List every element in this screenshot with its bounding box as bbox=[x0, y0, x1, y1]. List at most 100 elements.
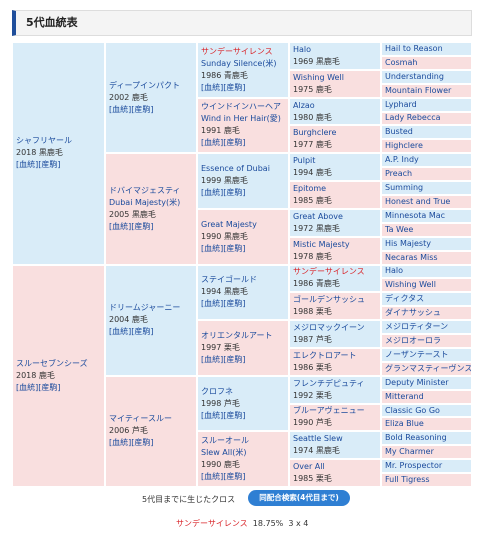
horse-links[interactable]: [血統][産駒] bbox=[201, 354, 246, 364]
horse-name[interactable]: Understanding bbox=[385, 71, 444, 81]
horse-name[interactable]: Great Majesty bbox=[201, 219, 257, 229]
horse-name[interactable]: Eliza Blue bbox=[385, 419, 424, 429]
horse-name[interactable]: オリエンタルアート bbox=[201, 330, 273, 340]
horse-name[interactable]: Minnesota Mac bbox=[385, 210, 446, 220]
horse-name[interactable]: Lady Rebecca bbox=[385, 113, 441, 123]
horse-cell: Wishing Well 1975 鹿毛 bbox=[289, 69, 381, 98]
horse-links[interactable]: [血統][産駒] bbox=[201, 472, 246, 482]
horse-name[interactable]: Lyphard bbox=[385, 99, 417, 109]
horse-name[interactable]: グランマスティーヴンス bbox=[385, 363, 472, 373]
horse-cell: グランマスティーヴンス bbox=[381, 361, 472, 376]
horse-name[interactable]: スルーセブンシーズ bbox=[16, 358, 88, 368]
horse-name[interactable]: Pulpit bbox=[293, 156, 316, 166]
horse-links[interactable]: [血統][産駒] bbox=[109, 221, 154, 231]
horse-name[interactable]: メジロティターン bbox=[385, 322, 449, 332]
horse-born: 2004 鹿毛 bbox=[109, 315, 148, 325]
horse-name[interactable]: Highclere bbox=[385, 141, 423, 151]
horse-name[interactable]: ノーザンテースト bbox=[385, 349, 449, 359]
horse-name[interactable]: Over All bbox=[293, 462, 325, 472]
horse-cell: Mistic Majesty 1978 鹿毛 bbox=[289, 236, 381, 265]
horse-name[interactable]: シャフリヤール bbox=[16, 136, 72, 146]
horse-name[interactable]: Deputy Minister bbox=[385, 377, 449, 387]
horse-name[interactable]: His Majesty bbox=[385, 238, 431, 248]
horse-cell: ディクタス bbox=[381, 292, 472, 307]
horse-name[interactable]: Classic Go Go bbox=[385, 405, 440, 415]
horse-name[interactable]: Essence of Dubai bbox=[201, 164, 270, 174]
horse-cell: Preach bbox=[381, 167, 472, 182]
horse-name[interactable]: ダイナサッシュ bbox=[385, 308, 441, 318]
horse-cell: His Majesty bbox=[381, 236, 472, 251]
horse-name[interactable]: クロフネ bbox=[201, 386, 233, 396]
horse-name[interactable]: Summing bbox=[385, 183, 424, 193]
horse-name[interactable]: Alzao bbox=[293, 100, 315, 110]
horse-name[interactable]: Wishing Well bbox=[385, 280, 436, 290]
horse-name[interactable]: Halo bbox=[385, 266, 404, 276]
horse-name[interactable]: Burghclere bbox=[293, 128, 337, 138]
horse-cell: Honest and True bbox=[381, 194, 472, 209]
horse-name[interactable]: ドリームジャーニー bbox=[109, 303, 181, 313]
horse-links[interactable]: [血統][産駒] bbox=[16, 160, 61, 170]
horse-name[interactable]: Mistic Majesty bbox=[293, 239, 350, 249]
horse-name[interactable]: フレンチデピュティ bbox=[293, 378, 365, 388]
horse-name[interactable]: Busted bbox=[385, 127, 413, 137]
horse-name[interactable]: Bold Reasoning bbox=[385, 433, 447, 443]
horse-name[interactable]: A.P. Indy bbox=[385, 155, 419, 165]
horse-name[interactable]: Wishing Well bbox=[293, 72, 344, 82]
horse-cell: Busted bbox=[381, 125, 472, 140]
horse-name[interactable]: Hail to Reason bbox=[385, 43, 443, 53]
horse-name[interactable]: サンデーサイレンス bbox=[201, 46, 273, 56]
horse-cell: Essence of Dubai 1999 黒鹿毛 [血統][産駒] bbox=[197, 153, 289, 209]
horse-name[interactable]: ディープインパクト bbox=[109, 80, 180, 90]
cross-name[interactable]: サンデーサイレンス bbox=[176, 519, 248, 528]
horse-name[interactable]: ブルーアヴェニュー bbox=[293, 406, 365, 416]
horse-name[interactable]: スルーオール bbox=[201, 436, 249, 446]
horse-name[interactable]: Mountain Flower bbox=[385, 85, 452, 95]
horse-born: 1998 芦毛 bbox=[201, 398, 240, 408]
horse-name[interactable]: Epitome bbox=[293, 183, 327, 193]
pedigree-table: シャフリヤール 2018 黒鹿毛 [血統][産駒] スルーセブンシーズ 2018 鹿毛 [… bbox=[12, 42, 472, 487]
cross-percent: 18.75% bbox=[252, 519, 284, 528]
horse-cell: ゴールデンサッシュ 1988 栗毛 bbox=[289, 292, 381, 321]
horse-links[interactable]: [血統][産駒] bbox=[201, 243, 246, 253]
search-button[interactable]: 同配合検索(4代目まで) bbox=[248, 490, 350, 506]
horse-name[interactable]: Mr. Prospector bbox=[385, 461, 443, 471]
horse-name[interactable]: Mitterand bbox=[385, 391, 424, 401]
horse-name[interactable]: メジロマックイーン bbox=[293, 323, 365, 333]
horse-name[interactable]: メジロオーロラ bbox=[385, 335, 441, 345]
horse-name[interactable]: Seattle Slew bbox=[293, 434, 343, 444]
horse-links[interactable]: [血統][産駒] bbox=[201, 299, 246, 309]
horse-name[interactable]: ドバイマジェスティ bbox=[109, 185, 181, 195]
horse-name-en[interactable]: Slew All(米) bbox=[201, 448, 247, 458]
horse-links[interactable]: [血統][産駒] bbox=[109, 104, 154, 114]
horse-name[interactable]: My Charmer bbox=[385, 447, 434, 457]
horse-name[interactable]: Honest and True bbox=[385, 196, 451, 206]
horse-name-en[interactable]: Sunday Silence(米) bbox=[201, 58, 277, 68]
horse-born: 1974 黒鹿毛 bbox=[293, 446, 340, 456]
horse-name[interactable]: Ta Wee bbox=[385, 224, 414, 234]
horse-links[interactable]: [血統][産駒] bbox=[201, 188, 246, 198]
horse-links[interactable]: [血統][産駒] bbox=[201, 410, 246, 420]
horse-name-en[interactable]: Wind in Her Hair(愛) bbox=[201, 114, 281, 124]
horse-name[interactable]: ウインドインハーヘア bbox=[201, 102, 281, 112]
horse-name[interactable]: マイティースルー bbox=[109, 414, 172, 424]
horse-name[interactable]: Great Above bbox=[293, 211, 343, 221]
horse-links[interactable]: [血統][産駒] bbox=[201, 82, 246, 92]
horse-name[interactable]: Preach bbox=[385, 169, 413, 179]
horse-name[interactable]: Necaras Miss bbox=[385, 252, 438, 262]
horse-links[interactable]: [血統][産駒] bbox=[201, 138, 246, 148]
horse-name[interactable]: Cosmah bbox=[385, 57, 418, 67]
horse-name[interactable]: サンデーサイレンス bbox=[293, 267, 365, 277]
horse-cell: Wishing Well bbox=[381, 278, 472, 293]
horse-name[interactable]: Halo bbox=[293, 44, 312, 54]
horse-links[interactable]: [血統][産駒] bbox=[16, 382, 61, 392]
horse-name[interactable]: エレクトロアート bbox=[293, 350, 357, 360]
horse-name[interactable]: ゴールデンサッシュ bbox=[293, 295, 365, 305]
horse-cell: ノーザンテースト bbox=[381, 347, 472, 362]
horse-links[interactable]: [血統][産駒] bbox=[109, 438, 154, 448]
horse-links[interactable]: [血統][産駒] bbox=[109, 327, 154, 337]
horse-name[interactable]: ディクタス bbox=[385, 294, 425, 304]
cross-list: サンデーサイレンス 18.75% 3 x 4 bbox=[176, 518, 308, 529]
horse-name[interactable]: ステイゴールド bbox=[201, 275, 257, 285]
horse-name[interactable]: Full Tigress bbox=[385, 475, 430, 485]
horse-name-en[interactable]: Dubai Majesty(米) bbox=[109, 197, 181, 207]
